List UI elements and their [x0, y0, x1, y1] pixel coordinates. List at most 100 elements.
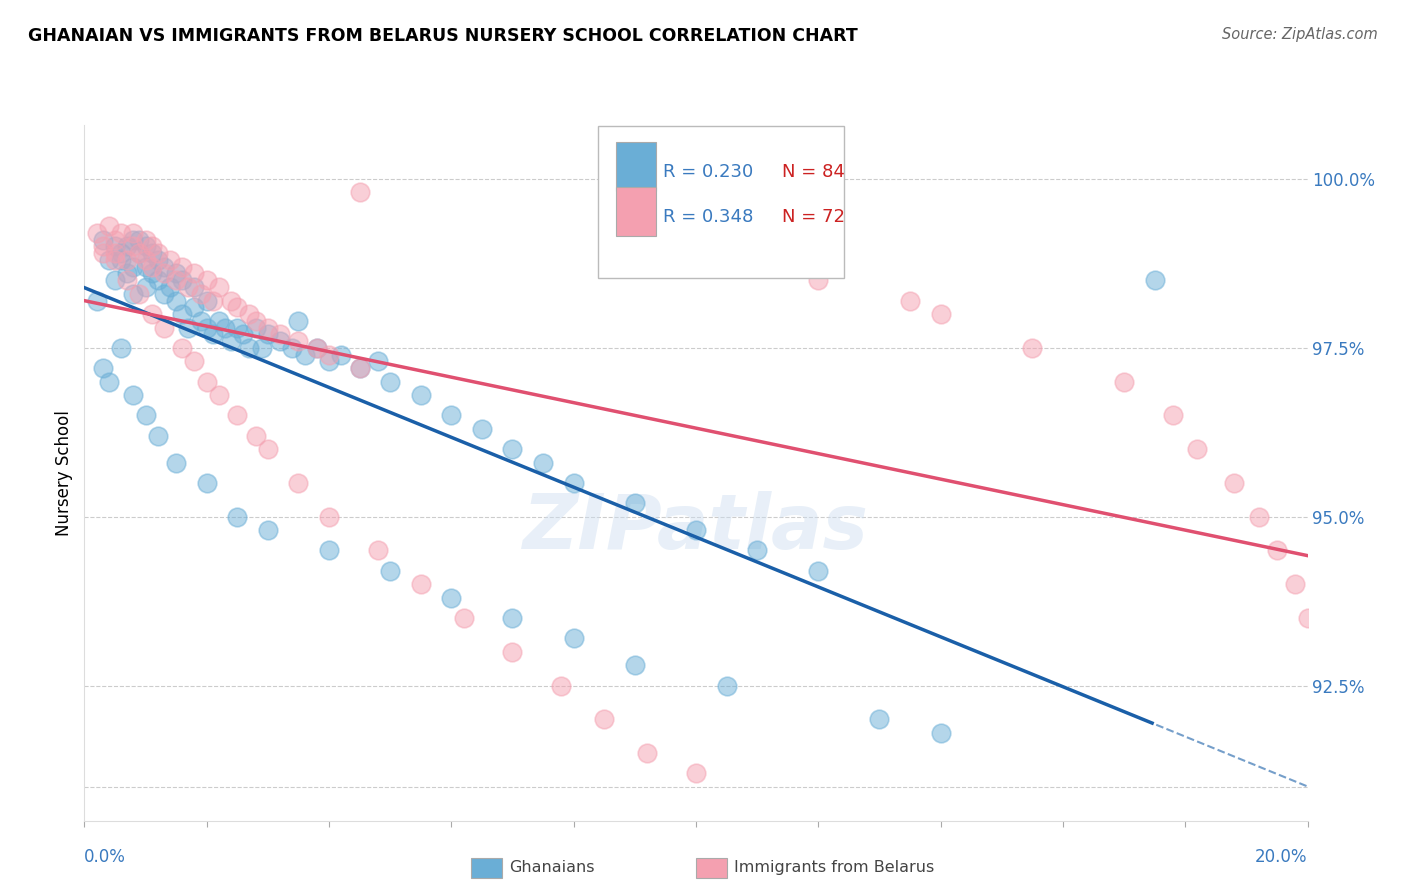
- Point: [685, 523, 707, 537]
- Point: [409, 388, 432, 402]
- Point: [115, 252, 138, 267]
- Point: [685, 766, 707, 780]
- Point: [250, 341, 273, 355]
- Point: [257, 523, 280, 537]
- Point: [201, 293, 224, 308]
- Point: [531, 456, 554, 470]
- Point: [141, 260, 163, 274]
- Point: [219, 293, 242, 308]
- Text: R = 0.348: R = 0.348: [664, 209, 754, 227]
- Point: [122, 260, 145, 274]
- Point: [219, 334, 242, 348]
- Point: [146, 252, 169, 267]
- Text: Ghanaians: Ghanaians: [509, 861, 595, 875]
- Point: [208, 280, 231, 294]
- Point: [562, 632, 585, 646]
- Point: [183, 280, 205, 294]
- Point: [146, 246, 169, 260]
- Point: [318, 543, 340, 558]
- Point: [440, 409, 463, 423]
- Point: [807, 273, 830, 287]
- Point: [91, 239, 114, 253]
- Point: [128, 286, 150, 301]
- Point: [453, 611, 475, 625]
- Point: [238, 341, 260, 355]
- Point: [110, 252, 132, 267]
- Point: [153, 267, 176, 281]
- Point: [269, 334, 291, 348]
- Point: [195, 475, 218, 490]
- Point: [128, 246, 150, 260]
- Point: [183, 300, 205, 314]
- Point: [190, 286, 212, 301]
- Point: [172, 307, 194, 321]
- Point: [115, 273, 138, 287]
- Point: [135, 252, 157, 267]
- Point: [141, 246, 163, 260]
- Point: [146, 273, 169, 287]
- Point: [1223, 475, 1246, 490]
- Point: [110, 341, 132, 355]
- Point: [214, 320, 236, 334]
- Point: [305, 341, 328, 355]
- Text: N = 72: N = 72: [783, 209, 845, 227]
- Point: [501, 645, 523, 659]
- Point: [287, 334, 309, 348]
- Point: [636, 746, 658, 760]
- Point: [104, 246, 127, 260]
- Y-axis label: Nursery School: Nursery School: [55, 409, 73, 536]
- Point: [122, 226, 145, 240]
- Point: [898, 293, 921, 308]
- Point: [146, 428, 169, 442]
- Point: [208, 388, 231, 402]
- Point: [135, 260, 157, 274]
- Point: [128, 246, 150, 260]
- Point: [550, 679, 572, 693]
- Point: [177, 280, 200, 294]
- Point: [122, 286, 145, 301]
- Point: [153, 286, 176, 301]
- Point: [367, 354, 389, 368]
- Point: [716, 679, 738, 693]
- Point: [349, 361, 371, 376]
- Point: [226, 300, 249, 314]
- Point: [929, 726, 952, 740]
- Point: [593, 712, 616, 726]
- Point: [287, 475, 309, 490]
- Point: [269, 327, 291, 342]
- Point: [281, 341, 304, 355]
- Point: [1296, 611, 1319, 625]
- Point: [624, 658, 647, 673]
- Point: [1187, 442, 1209, 456]
- Point: [287, 314, 309, 328]
- Point: [122, 239, 145, 253]
- Point: [349, 361, 371, 376]
- Point: [165, 293, 187, 308]
- Point: [172, 341, 194, 355]
- Point: [745, 543, 768, 558]
- Point: [104, 233, 127, 247]
- Point: [115, 267, 138, 281]
- Point: [501, 442, 523, 456]
- Point: [97, 252, 120, 267]
- Point: [110, 246, 132, 260]
- Point: [135, 409, 157, 423]
- Text: 0.0%: 0.0%: [84, 848, 127, 866]
- Text: Source: ZipAtlas.com: Source: ZipAtlas.com: [1222, 27, 1378, 42]
- Point: [91, 361, 114, 376]
- Point: [349, 186, 371, 200]
- Point: [104, 252, 127, 267]
- Point: [86, 293, 108, 308]
- Point: [257, 320, 280, 334]
- Point: [153, 260, 176, 274]
- Point: [294, 347, 316, 361]
- Point: [1247, 509, 1270, 524]
- Point: [183, 267, 205, 281]
- Point: [91, 246, 114, 260]
- Point: [318, 354, 340, 368]
- Point: [624, 496, 647, 510]
- Text: Immigrants from Belarus: Immigrants from Belarus: [734, 861, 934, 875]
- Point: [1284, 577, 1306, 591]
- Point: [257, 442, 280, 456]
- Point: [318, 347, 340, 361]
